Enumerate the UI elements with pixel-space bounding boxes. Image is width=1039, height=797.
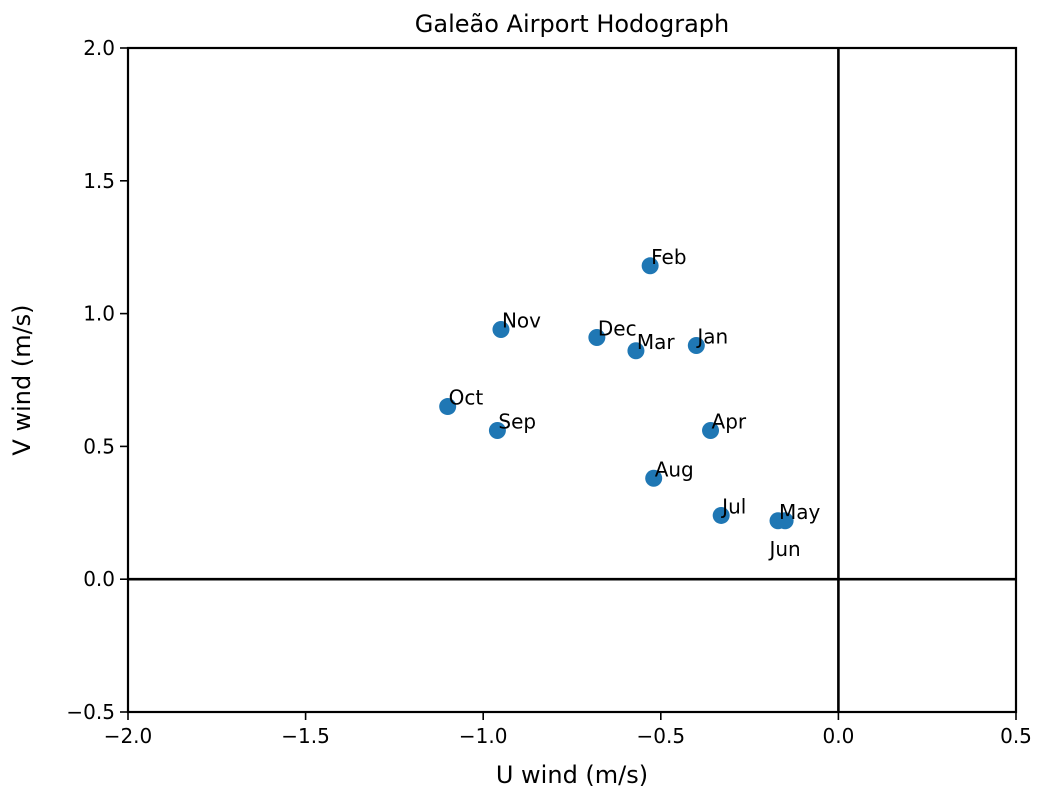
point-label-apr: Apr xyxy=(712,409,747,433)
data-points xyxy=(439,257,794,530)
point-label-dec: Dec xyxy=(598,317,637,341)
data-point-jul xyxy=(712,506,730,524)
x-tick-label: 0.0 xyxy=(822,724,854,748)
x-tick-label: −1.0 xyxy=(459,724,508,748)
x-tick-label: −2.0 xyxy=(104,724,153,748)
point-label-mar: Mar xyxy=(637,330,676,354)
data-point-jun xyxy=(776,512,794,530)
point-labels: Jan Feb Mar Apr May Jun Jul Aug Sep Oct Nov Dec xyxy=(449,245,821,561)
point-label-sep: Sep xyxy=(498,409,536,433)
y-tick-label: 0.0 xyxy=(83,567,115,591)
point-label-aug: Aug xyxy=(655,457,694,481)
data-point-oct xyxy=(439,398,457,416)
y-axis-title: V wind (m/s) xyxy=(8,304,36,455)
y-tick-label: 1.5 xyxy=(83,169,115,193)
point-label-jan: Jan xyxy=(695,324,728,348)
plot-frame xyxy=(126,46,1018,714)
data-point-nov xyxy=(492,321,510,339)
y-tick-label: 1.0 xyxy=(83,302,115,326)
axis-ticks: −2.0 −1.5 −1.0 −0.5 0.0 0.5 −0.5 0.0 0.5 1.0 1.5 2.… xyxy=(66,36,1031,748)
data-point-mar xyxy=(627,342,645,360)
y-tick-label: 2.0 xyxy=(83,36,115,60)
x-axis-title: U wind (m/s) xyxy=(496,761,648,789)
data-point-feb xyxy=(641,257,659,275)
x-tick-label: −1.5 xyxy=(281,724,330,748)
data-point-jan xyxy=(687,336,705,354)
data-point-dec xyxy=(588,329,606,347)
x-tick-label: −0.5 xyxy=(637,724,686,748)
y-tick-label: 0.5 xyxy=(83,434,115,458)
data-point-apr xyxy=(702,421,720,439)
data-point-aug xyxy=(645,469,663,487)
point-label-feb: Feb xyxy=(651,245,686,269)
point-label-jul: Jul xyxy=(720,494,746,518)
zero-lines xyxy=(128,48,1016,712)
point-label-may: May xyxy=(779,500,821,524)
x-tick-label: 0.5 xyxy=(1000,724,1032,748)
chart-title: Galeão Airport Hodograph xyxy=(415,10,729,38)
point-label-oct: Oct xyxy=(449,386,484,410)
point-label-jun: Jun xyxy=(767,537,800,561)
data-point-sep xyxy=(488,421,506,439)
y-tick-label: −0.5 xyxy=(66,700,115,724)
point-label-nov: Nov xyxy=(502,309,541,333)
